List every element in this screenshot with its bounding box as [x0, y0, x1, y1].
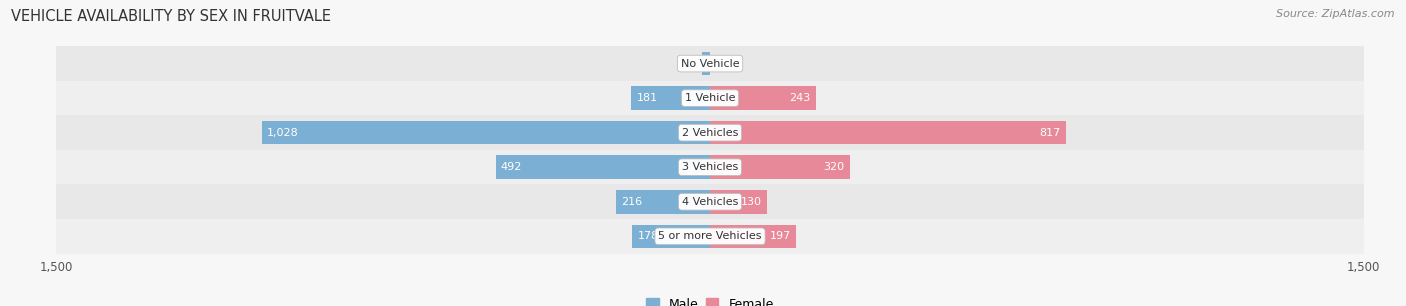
- Text: 197: 197: [769, 231, 790, 241]
- Bar: [56, 46, 1364, 81]
- Text: 243: 243: [789, 93, 811, 103]
- Bar: [702, 52, 710, 75]
- Bar: [710, 155, 849, 179]
- Text: 216: 216: [621, 197, 643, 207]
- Bar: [262, 121, 710, 144]
- Text: 2 Vehicles: 2 Vehicles: [682, 128, 738, 138]
- Text: 320: 320: [823, 162, 844, 172]
- Text: 5 or more Vehicles: 5 or more Vehicles: [658, 231, 762, 241]
- Bar: [710, 190, 766, 214]
- Text: 1 Vehicle: 1 Vehicle: [685, 93, 735, 103]
- Text: 4 Vehicles: 4 Vehicles: [682, 197, 738, 207]
- Text: 1,028: 1,028: [267, 128, 299, 138]
- Text: 178: 178: [638, 231, 659, 241]
- Bar: [710, 121, 1066, 144]
- Bar: [56, 115, 1364, 150]
- Bar: [56, 81, 1364, 115]
- Bar: [631, 86, 710, 110]
- Text: 18: 18: [683, 58, 697, 69]
- Bar: [633, 225, 710, 248]
- Text: 817: 817: [1039, 128, 1062, 138]
- Text: VEHICLE AVAILABILITY BY SEX IN FRUITVALE: VEHICLE AVAILABILITY BY SEX IN FRUITVALE: [11, 9, 332, 24]
- Bar: [710, 225, 796, 248]
- Bar: [710, 86, 815, 110]
- Text: No Vehicle: No Vehicle: [681, 58, 740, 69]
- Text: 181: 181: [637, 93, 658, 103]
- Legend: Male, Female: Male, Female: [647, 298, 773, 306]
- Bar: [616, 190, 710, 214]
- Bar: [56, 150, 1364, 185]
- Text: Source: ZipAtlas.com: Source: ZipAtlas.com: [1277, 9, 1395, 19]
- Text: 492: 492: [501, 162, 522, 172]
- Bar: [56, 219, 1364, 254]
- Text: 0: 0: [714, 58, 721, 69]
- Text: 3 Vehicles: 3 Vehicles: [682, 162, 738, 172]
- Bar: [56, 185, 1364, 219]
- Bar: [495, 155, 710, 179]
- Text: 130: 130: [741, 197, 762, 207]
